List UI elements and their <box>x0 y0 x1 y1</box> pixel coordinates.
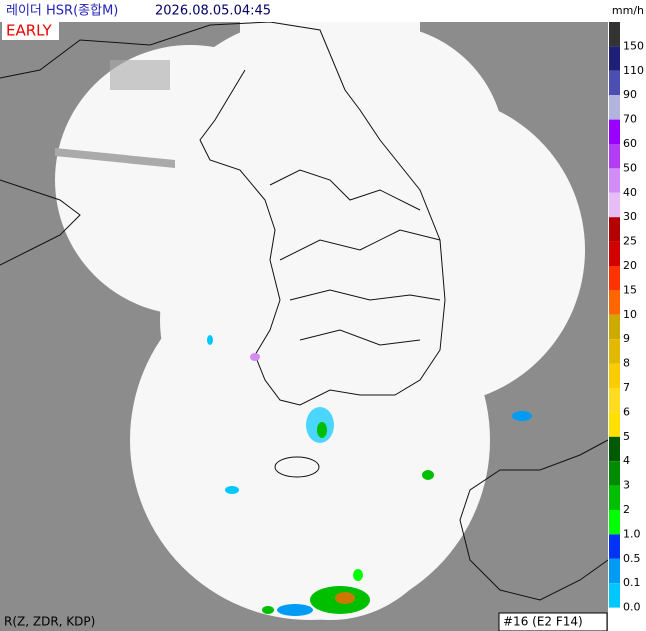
legend-swatch <box>609 314 620 340</box>
legend-swatch <box>609 510 620 535</box>
legend-swatch <box>609 22 620 47</box>
legend-label: 50 <box>623 161 637 174</box>
legend-swatch <box>609 144 620 169</box>
scan-box <box>498 612 608 631</box>
legend-swatch <box>609 46 620 71</box>
legend-label: 7 <box>623 381 630 394</box>
legend-swatch <box>609 119 620 144</box>
legend-swatch <box>609 436 620 462</box>
legend-swatch <box>609 339 620 364</box>
legend-label: 25 <box>623 235 637 248</box>
legend-label: 30 <box>623 210 637 223</box>
legend-label: 0.5 <box>623 552 641 565</box>
legend-label: 0.0 <box>623 601 641 614</box>
scan: #16 (E2 F14) <box>503 615 583 629</box>
legend-label: 90 <box>623 88 637 101</box>
unit: mm/h <box>612 4 644 17</box>
legend-label: 3 <box>623 479 630 492</box>
legend-label: 0.1 <box>623 576 641 589</box>
legend-label: 60 <box>623 137 637 150</box>
legend: 150 110 90 70 60 50 40 30 25 20 15 10 9 8 7 6 5 4 3 2 1.0 0.5… <box>609 22 644 614</box>
legend-swatch <box>609 192 620 218</box>
legend-label: 10 <box>623 308 637 321</box>
legend-label: 6 <box>623 405 630 418</box>
coastlines <box>0 22 608 601</box>
legend-swatch <box>609 241 620 266</box>
legend-swatch <box>609 290 620 315</box>
legend-swatch <box>609 558 620 584</box>
legend-label: 150 <box>623 39 644 52</box>
legend-swatch <box>609 266 620 291</box>
legend-swatch <box>609 95 620 120</box>
legend-swatch <box>609 363 620 388</box>
legend-swatch <box>609 461 620 486</box>
legend-swatch <box>609 388 620 413</box>
precipitation <box>207 335 532 616</box>
legend-label: 20 <box>623 259 637 272</box>
legend-label: 5 <box>623 430 630 443</box>
time: 2026.08.05.04:45 <box>155 4 271 19</box>
legend-label: 40 <box>623 186 637 199</box>
legend-label: 110 <box>623 64 644 77</box>
method: R(Z, ZDR, KDP) <box>4 615 95 629</box>
legend-swatch <box>609 217 620 242</box>
legend-swatch <box>609 412 620 437</box>
badge-box <box>2 22 59 40</box>
legend-swatch <box>609 583 620 608</box>
legend-swatch <box>609 168 620 193</box>
legend-label: 9 <box>623 332 630 345</box>
badge: EARLY <box>6 22 53 40</box>
legend-label: 4 <box>623 454 630 467</box>
legend-label: 70 <box>623 113 637 126</box>
clutter <box>55 60 175 168</box>
legend-label: 15 <box>623 283 637 296</box>
legend-label: 2 <box>623 503 630 516</box>
legend-label: 1.0 <box>623 527 641 540</box>
radar-coverage <box>55 22 585 620</box>
legend-swatch <box>609 534 620 559</box>
map <box>0 22 608 631</box>
title: 레이더 HSR(종합M) <box>6 4 118 19</box>
legend-label: 8 <box>623 357 630 370</box>
legend-swatch <box>609 485 620 510</box>
legend-swatch <box>609 70 620 96</box>
